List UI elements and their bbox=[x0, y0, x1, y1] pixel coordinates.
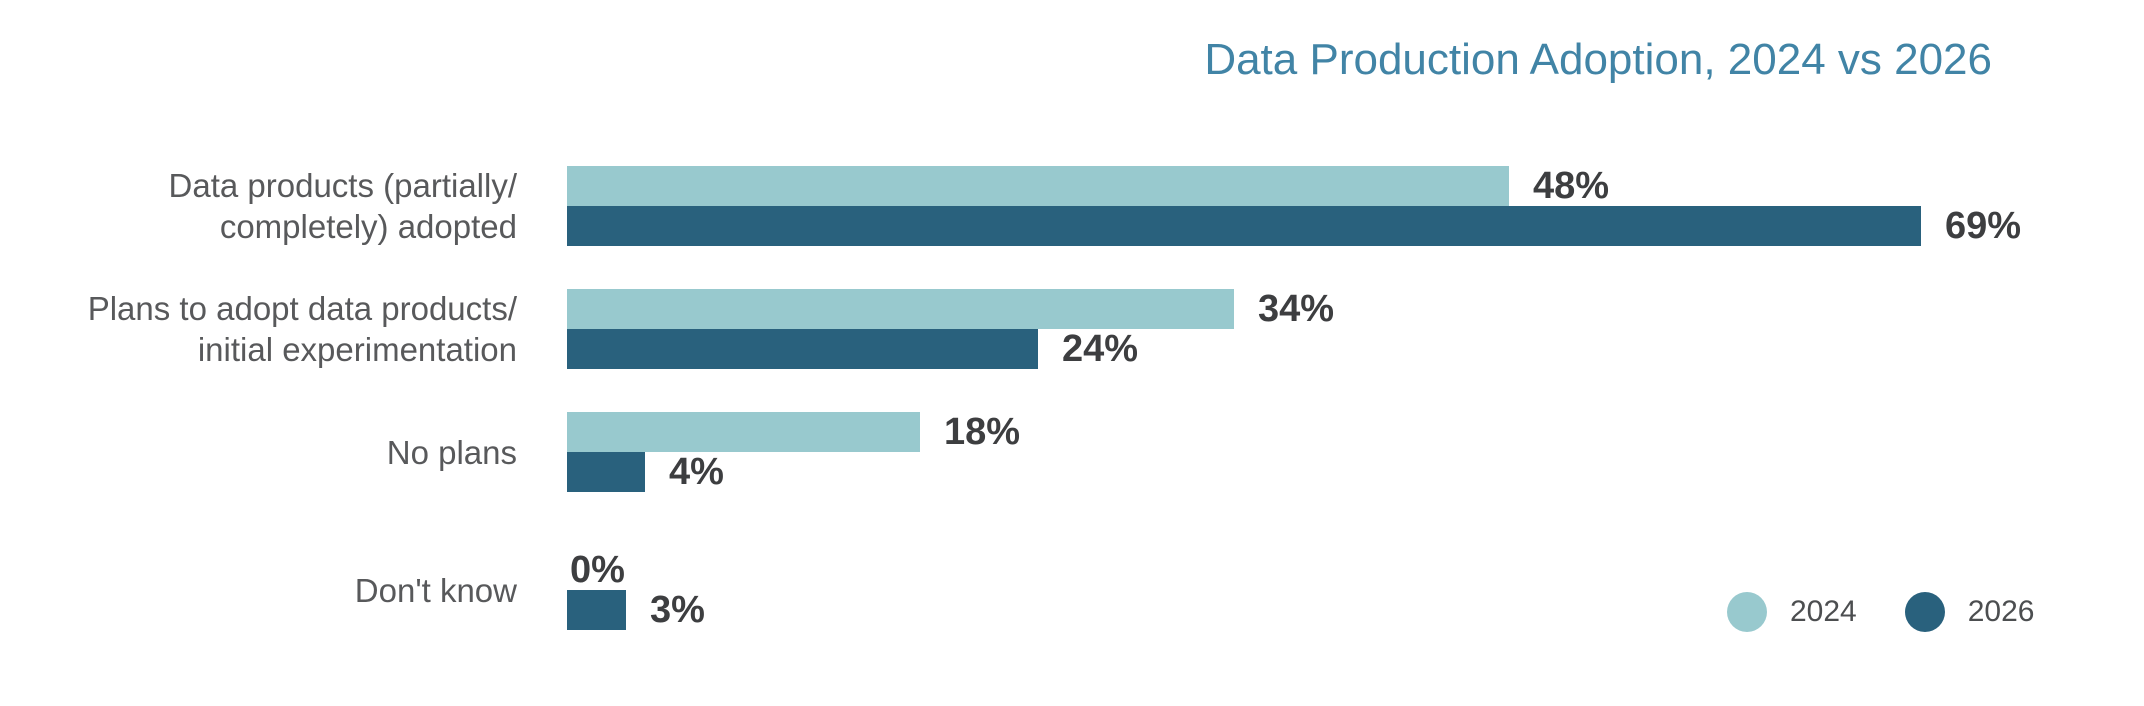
legend: 2024 2026 bbox=[1727, 592, 2035, 632]
legend-swatch-2026-icon bbox=[1904, 592, 1945, 632]
category-label: Data products (partially/ completely) ad… bbox=[168, 167, 517, 245]
value-label-2026: 69% bbox=[1945, 205, 2022, 247]
bar-2024 bbox=[567, 166, 1509, 206]
bar-2026 bbox=[567, 452, 645, 492]
value-label-2024: 18% bbox=[944, 411, 1021, 453]
category-label: Don't know bbox=[354, 571, 517, 609]
category-label: Plans to adopt data products/ initial ex… bbox=[87, 290, 517, 368]
value-label-2026: 24% bbox=[1062, 328, 1139, 370]
value-label-2024: 0% bbox=[570, 549, 625, 591]
bar-2026 bbox=[567, 206, 1921, 246]
legend-swatch-2024-icon bbox=[1727, 592, 1767, 632]
value-label-2024: 34% bbox=[1258, 288, 1335, 330]
category-label: No plans bbox=[386, 433, 517, 471]
legend-label-2026: 2026 bbox=[1967, 595, 2035, 628]
bar-2026 bbox=[567, 329, 1038, 369]
bar-2024 bbox=[567, 412, 920, 452]
chart-title: Data Production Adoption, 2024 vs 2026 bbox=[1204, 35, 1992, 84]
bar-2024 bbox=[567, 289, 1234, 329]
legend-item-2026: 2026 bbox=[1904, 592, 2035, 632]
bar-2026 bbox=[567, 590, 626, 630]
legend-label-2024: 2024 bbox=[1790, 595, 1857, 628]
value-label-2026: 3% bbox=[650, 589, 705, 631]
value-label-2024: 48% bbox=[1533, 165, 1610, 207]
legend-item-2024: 2024 bbox=[1727, 592, 1857, 632]
value-label-2026: 4% bbox=[669, 451, 724, 493]
